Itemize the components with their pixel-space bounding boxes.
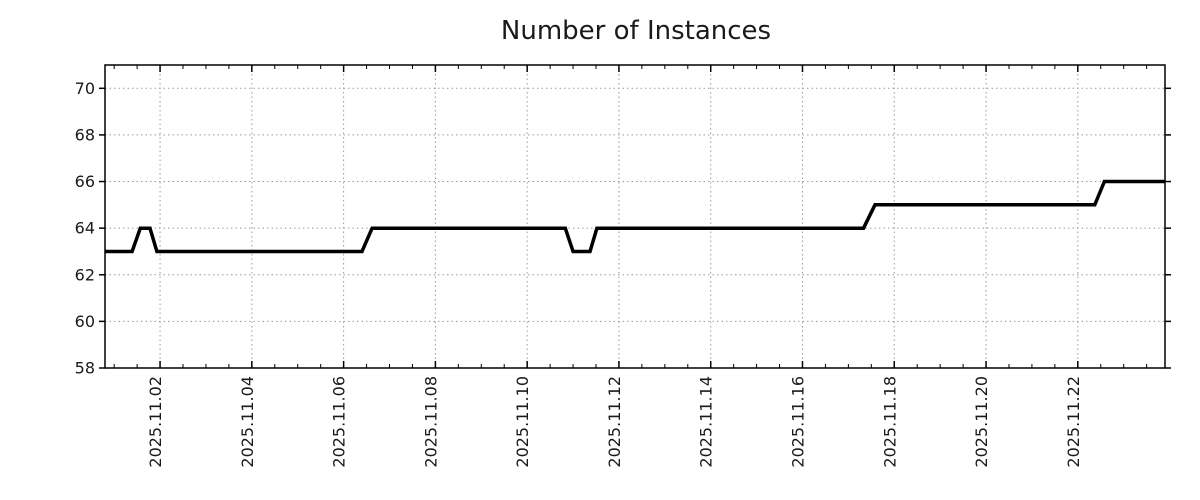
y-tick-label: 64 bbox=[75, 219, 95, 238]
x-tick-label: 2025.11.08 bbox=[421, 376, 440, 468]
y-tick-label: 68 bbox=[75, 125, 95, 144]
x-tick-label: 2025.11.18 bbox=[880, 376, 899, 468]
y-tick-label: 58 bbox=[75, 359, 95, 378]
x-tick-label: 2025.11.02 bbox=[146, 376, 165, 468]
x-tick-label: 2025.11.14 bbox=[697, 376, 716, 468]
x-tick-label: 2025.11.12 bbox=[605, 376, 624, 468]
x-tick-label: 2025.11.06 bbox=[330, 376, 349, 468]
y-tick-label: 62 bbox=[75, 265, 95, 284]
x-tick-label: 2025.11.16 bbox=[788, 376, 807, 468]
y-tick-label: 70 bbox=[75, 79, 95, 98]
series-line bbox=[105, 179, 1165, 254]
axis-ticks bbox=[99, 65, 1171, 369]
plot-border bbox=[104, 64, 1166, 369]
y-tick-labels: 58 60 62 64 66 68 70 bbox=[75, 79, 95, 378]
plot-frame bbox=[104, 64, 1166, 369]
x-tick-label: 2025.11.20 bbox=[972, 376, 991, 468]
y-tick-label: 66 bbox=[75, 172, 95, 191]
x-tick-labels: 2025.11.02 2025.11.04 2025.11.06 2025.11.08… bbox=[146, 376, 1083, 468]
y-tick-label: 60 bbox=[75, 312, 95, 331]
gridlines bbox=[105, 65, 1165, 368]
instances-series-path bbox=[105, 179, 1165, 254]
x-tick-label: 2025.11.04 bbox=[238, 376, 257, 468]
x-tick-label: 2025.11.22 bbox=[1064, 376, 1083, 468]
chart-title: Number of Instances bbox=[501, 16, 771, 46]
x-tick-label: 2025.11.10 bbox=[513, 376, 532, 468]
